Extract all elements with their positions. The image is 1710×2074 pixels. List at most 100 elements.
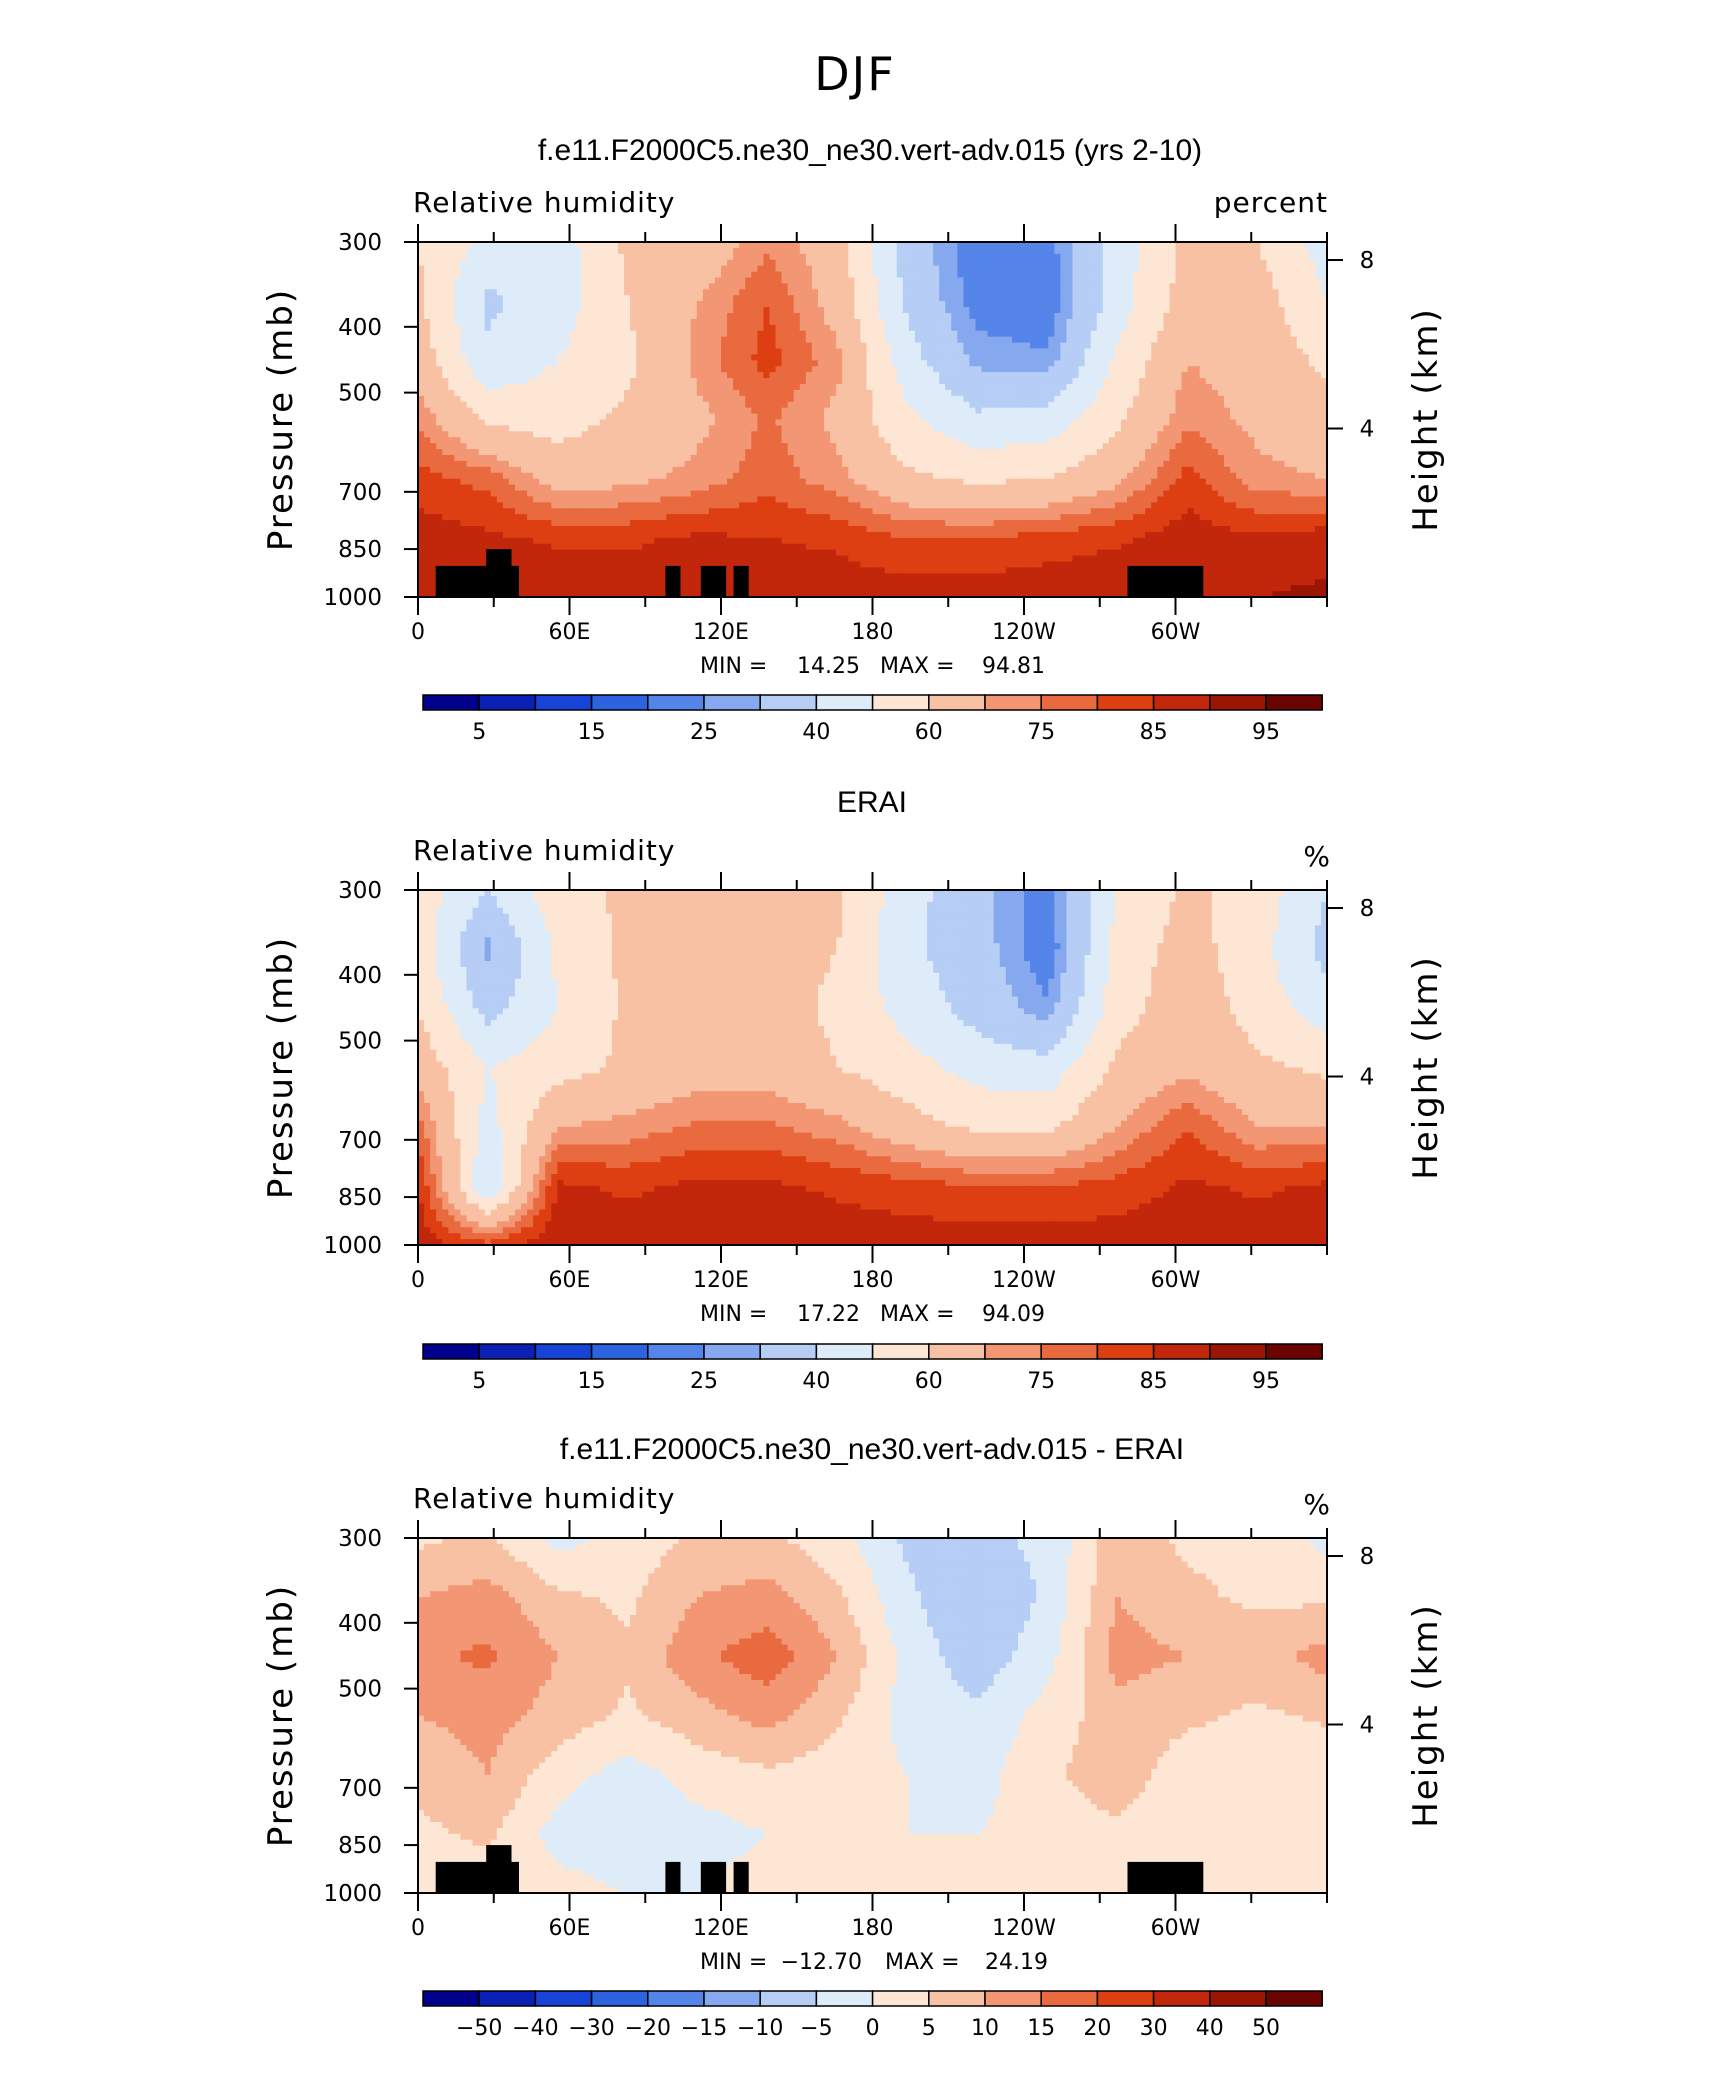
field-cell — [963, 265, 971, 273]
field-cell — [872, 283, 880, 290]
field-cell — [1024, 342, 1031, 350]
field-cell — [490, 348, 498, 356]
field-cell — [678, 401, 686, 409]
field-cell — [751, 407, 758, 415]
field-cell — [666, 265, 674, 273]
field-cell — [1296, 389, 1304, 397]
field-cell — [896, 389, 904, 397]
field-cell — [1169, 354, 1177, 361]
field-cell — [727, 342, 734, 350]
field-cell — [751, 295, 758, 302]
field-cell — [1017, 301, 1025, 308]
field-cell — [448, 342, 455, 350]
field-cell — [1017, 336, 1025, 344]
field-cell — [1157, 336, 1164, 344]
field-cell — [1054, 307, 1061, 314]
field-cell — [1163, 407, 1171, 415]
field-cell — [678, 431, 686, 438]
field-cell — [733, 259, 740, 267]
field-cell — [490, 318, 498, 326]
field-cell — [1096, 372, 1104, 379]
field-cell — [508, 425, 516, 432]
field-cell — [1054, 242, 1061, 249]
field-cell — [1278, 313, 1286, 320]
field-cell — [1296, 247, 1304, 255]
field-cell — [1090, 313, 1098, 320]
field-cell — [811, 295, 819, 302]
field-cell — [1199, 366, 1207, 373]
field-cell — [1102, 431, 1110, 438]
field-cell — [1308, 407, 1316, 415]
field-cell — [1242, 372, 1249, 379]
field-cell — [1169, 313, 1177, 320]
field-cell — [1078, 277, 1086, 285]
field-cell — [866, 336, 874, 344]
field-cell — [1230, 265, 1237, 273]
field-cell — [727, 313, 734, 320]
field-cell — [775, 425, 783, 432]
field-cell — [1248, 259, 1255, 267]
field-cell — [1133, 336, 1140, 344]
field-cell — [1260, 342, 1267, 350]
field-cell — [575, 407, 583, 415]
field-cell — [830, 295, 837, 302]
field-cell — [1145, 360, 1152, 367]
field-cell — [654, 301, 661, 308]
field-cell — [945, 283, 952, 290]
field-cell — [1211, 366, 1219, 373]
field-cell — [1187, 348, 1195, 356]
field-cell — [424, 395, 431, 403]
field-cell — [872, 395, 880, 403]
field-cell — [981, 336, 989, 344]
field-cell — [1163, 360, 1171, 367]
field-cell — [1181, 366, 1189, 373]
field-cell — [1308, 366, 1316, 373]
field-cell — [1102, 395, 1110, 403]
field-cell — [933, 378, 940, 385]
field-cell — [1236, 336, 1243, 344]
field-cell — [1030, 401, 1037, 409]
field-cell — [1157, 384, 1164, 391]
field-cell — [824, 378, 831, 385]
field-cell — [1217, 372, 1225, 379]
field-cell — [830, 431, 837, 438]
field-cell — [963, 413, 971, 421]
field-cell — [575, 401, 583, 409]
field-cell — [854, 283, 861, 290]
field-cell — [1139, 301, 1146, 308]
field-cell — [1296, 318, 1304, 326]
field-cell — [1175, 384, 1183, 391]
field-cell — [460, 336, 468, 344]
field-cell — [1066, 425, 1074, 432]
field-cell — [1236, 419, 1243, 427]
field-cell — [1096, 271, 1104, 279]
field-cell — [642, 336, 649, 344]
field-cell — [563, 295, 571, 302]
field-cell — [472, 242, 480, 249]
field-cell — [502, 401, 510, 409]
field-cell — [1278, 425, 1286, 432]
field-cell — [611, 307, 619, 314]
field-cell — [1308, 259, 1316, 267]
field-cell — [878, 271, 886, 279]
field-cell — [1030, 378, 1037, 385]
field-cell — [981, 407, 989, 415]
field-cell — [963, 301, 971, 308]
field-cell — [848, 253, 855, 261]
field-cell — [1242, 289, 1249, 296]
field-cell — [678, 277, 686, 285]
field-cell — [721, 265, 728, 273]
field-cell — [430, 301, 437, 308]
field-cell — [418, 389, 425, 397]
field-cell — [920, 324, 928, 332]
field-cell — [1024, 372, 1031, 379]
field-cell — [1242, 348, 1249, 356]
field-cell — [575, 247, 583, 255]
field-cell — [508, 307, 516, 314]
field-cell — [1302, 413, 1310, 421]
field-cell — [1133, 378, 1140, 385]
field-cell — [769, 336, 777, 344]
field-cell — [418, 283, 425, 290]
field-cell — [951, 384, 958, 391]
field-cell — [630, 247, 637, 255]
